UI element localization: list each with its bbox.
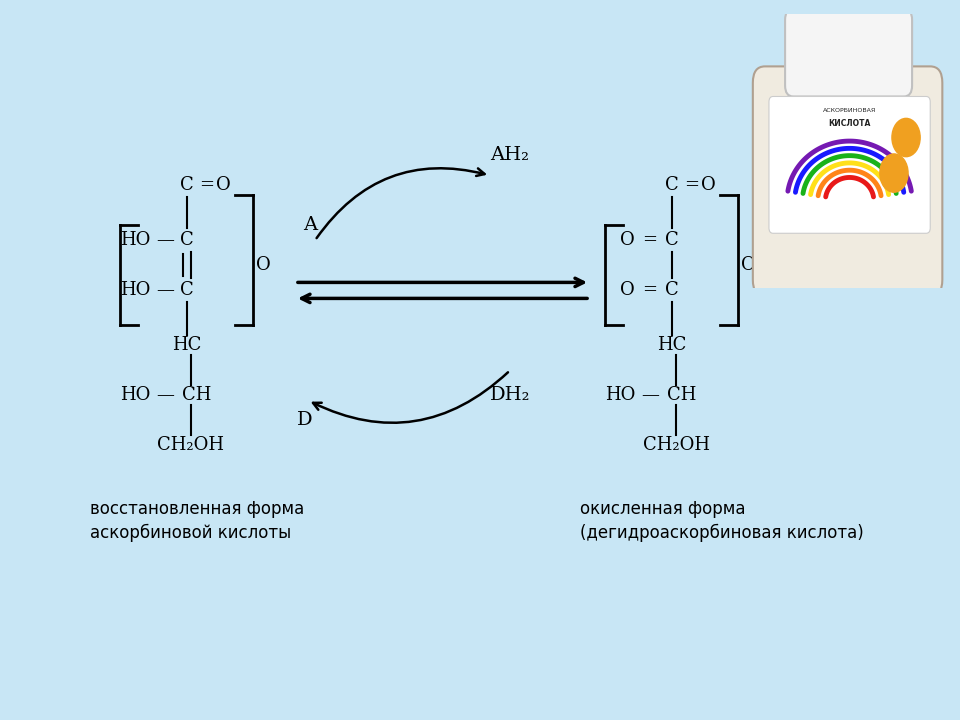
Text: C: C	[665, 176, 679, 194]
Circle shape	[879, 154, 908, 192]
Text: C: C	[665, 282, 679, 300]
Text: окисленная форма
(дегидроаскорбиновая кислота): окисленная форма (дегидроаскорбиновая ки…	[580, 500, 864, 542]
Text: HO: HO	[605, 387, 635, 405]
Text: CH₂OH: CH₂OH	[642, 436, 709, 454]
Text: CH₂OH: CH₂OH	[157, 436, 225, 454]
Text: АСКОРБИНОВАЯ: АСКОРБИНОВАЯ	[823, 108, 876, 112]
Text: C: C	[180, 176, 194, 194]
FancyBboxPatch shape	[785, 9, 912, 96]
Text: CH: CH	[182, 387, 212, 405]
Text: —: —	[641, 387, 659, 405]
Text: C: C	[665, 231, 679, 249]
FancyBboxPatch shape	[753, 66, 943, 296]
Text: —: —	[156, 387, 174, 405]
Text: HO: HO	[120, 387, 150, 405]
Text: HC: HC	[172, 336, 202, 354]
Text: =: =	[642, 282, 658, 300]
Text: O: O	[620, 231, 635, 249]
Text: =: =	[684, 176, 700, 194]
Text: O: O	[216, 176, 230, 194]
Text: D: D	[298, 411, 313, 429]
FancyBboxPatch shape	[769, 96, 930, 233]
Text: A: A	[303, 217, 317, 235]
Text: —: —	[156, 231, 174, 249]
Text: =: =	[642, 231, 658, 249]
Text: C: C	[180, 231, 194, 249]
Text: CH: CH	[667, 387, 697, 405]
Text: O: O	[255, 256, 271, 274]
Text: HO: HO	[120, 231, 150, 249]
Text: C: C	[180, 282, 194, 300]
Text: O: O	[620, 282, 635, 300]
Text: —: —	[156, 282, 174, 300]
Text: =: =	[200, 176, 214, 194]
Text: HC: HC	[658, 336, 686, 354]
Text: восстановленная форма
аскорбиновой кислоты: восстановленная форма аскорбиновой кисло…	[90, 500, 304, 542]
Circle shape	[892, 118, 920, 157]
Text: КИСЛОТА: КИСЛОТА	[828, 120, 871, 128]
Text: DH₂: DH₂	[490, 387, 530, 405]
Text: O: O	[701, 176, 715, 194]
Text: AH₂: AH₂	[491, 146, 530, 164]
Text: O: O	[740, 256, 756, 274]
Text: HO: HO	[120, 282, 150, 300]
